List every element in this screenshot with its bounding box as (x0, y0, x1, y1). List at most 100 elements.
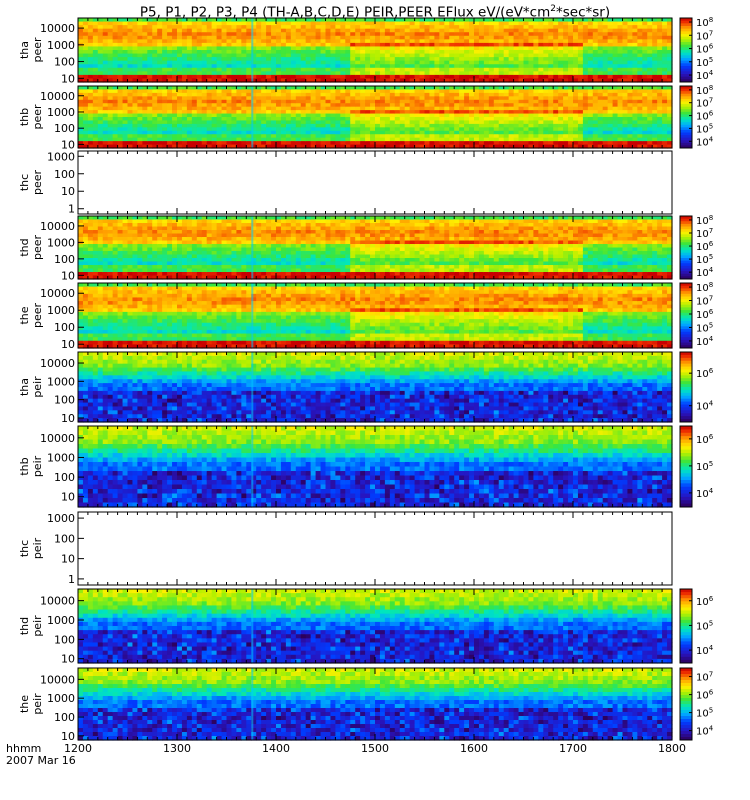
heatmap-cell (597, 18, 604, 23)
heatmap-cell (167, 134, 173, 139)
heatmap-cell (122, 103, 129, 108)
heatmap-cell (147, 141, 153, 146)
heatmap-cell (360, 110, 366, 115)
heatmap-cell (384, 120, 391, 125)
heatmap-cell (221, 53, 228, 58)
heatmap-cell (177, 42, 183, 48)
heatmap-cell (538, 96, 544, 101)
heatmap-cell (637, 39, 643, 44)
heatmap-cell (612, 117, 619, 122)
heatmap-cell (379, 21, 386, 26)
heatmap-cell (483, 25, 490, 30)
heatmap-cell (340, 141, 346, 146)
heatmap-cell (622, 25, 629, 30)
heatmap-cell (271, 32, 277, 37)
heatmap-cell (201, 96, 208, 101)
heatmap-cell (167, 21, 173, 26)
heatmap-cell (612, 96, 619, 101)
heatmap-cell (518, 78, 525, 83)
heatmap-cell (221, 67, 228, 72)
heatmap-cell (285, 106, 292, 111)
heatmap-cell (117, 25, 124, 30)
heatmap-cell (92, 78, 99, 83)
heatmap-cell (310, 117, 317, 122)
heatmap-cell (137, 110, 143, 115)
heatmap-cell (503, 50, 510, 55)
heatmap-cell (97, 96, 104, 101)
heatmap-cell (271, 35, 277, 40)
heatmap-cell (399, 137, 406, 142)
heatmap-cell (568, 96, 574, 101)
heatmap-cell (350, 50, 356, 55)
heatmap-cell (107, 86, 114, 91)
heatmap-cell (137, 25, 143, 30)
heatmap-cell (379, 71, 386, 76)
heatmap-cell (276, 117, 282, 122)
heatmap-cell (177, 86, 183, 91)
heatmap-cell (513, 78, 520, 83)
heatmap-cell (236, 96, 242, 101)
heatmap-cell (642, 92, 648, 97)
heatmap-cell (167, 78, 173, 83)
heatmap-cell (112, 53, 119, 58)
heatmap-cell (548, 53, 554, 58)
heatmap-cell (424, 39, 431, 44)
heatmap-cell (330, 141, 336, 146)
heatmap-cell (474, 78, 480, 83)
heatmap-cell (276, 67, 282, 72)
heatmap-cell (548, 96, 554, 101)
heatmap-cell (290, 60, 297, 65)
heatmap-cell (97, 67, 104, 72)
heatmap-cell (112, 247, 119, 252)
heatmap-cell (518, 42, 525, 48)
heatmap-cell (186, 74, 193, 80)
heatmap-cell (97, 117, 104, 122)
heatmap-cell (365, 96, 371, 101)
heatmap-cell (558, 110, 564, 115)
heatmap-cell (92, 141, 99, 146)
heatmap-cell (102, 261, 109, 266)
heatmap-cell (92, 216, 99, 221)
heatmap-cell (122, 21, 129, 26)
heatmap-cell (563, 130, 569, 135)
heatmap-cell (429, 57, 435, 62)
heatmap-cell (191, 120, 198, 125)
heatmap-cell (127, 137, 134, 142)
heatmap-cell (167, 74, 173, 80)
heatmap-cell (597, 134, 604, 139)
heatmap-cell (444, 60, 450, 65)
heatmap-cell (637, 99, 643, 104)
heatmap-cell (102, 254, 109, 259)
heatmap-cell (157, 67, 163, 72)
heatmap-cell (122, 134, 129, 139)
heatmap-cell (627, 117, 633, 122)
heatmap-cell (394, 25, 401, 30)
heatmap-cell (300, 28, 307, 33)
heatmap-cell (271, 18, 277, 23)
heatmap-cell (518, 96, 525, 101)
heatmap-cell (132, 50, 138, 55)
heatmap-cell (573, 28, 579, 33)
heatmap-cell (142, 50, 148, 55)
heatmap-cell (404, 99, 411, 104)
heatmap-cell (399, 28, 406, 33)
chart-title: P5, P1, P2, P3, P4 (TH-A,B,C,D,E) PEIR,P… (0, 0, 750, 22)
heatmap-cell (152, 42, 158, 48)
heatmap-cell (558, 106, 564, 111)
heatmap-cell (127, 272, 134, 277)
heatmap-cell (647, 71, 653, 76)
heatmap-cell (533, 60, 539, 65)
heatmap-cell (355, 74, 361, 80)
heatmap-cell (464, 18, 470, 23)
heatmap-cell (216, 18, 223, 23)
heatmap-cell (389, 144, 396, 149)
heatmap-cell (657, 28, 663, 33)
heatmap-cell (464, 103, 470, 108)
heatmap-cell (389, 117, 396, 122)
title-superscript: 2 (550, 4, 556, 14)
heatmap-cell (300, 137, 307, 142)
heatmap-cell (483, 71, 490, 76)
heatmap-cell (310, 71, 317, 76)
heatmap-cell (488, 144, 495, 149)
heatmap-cell (627, 106, 633, 111)
